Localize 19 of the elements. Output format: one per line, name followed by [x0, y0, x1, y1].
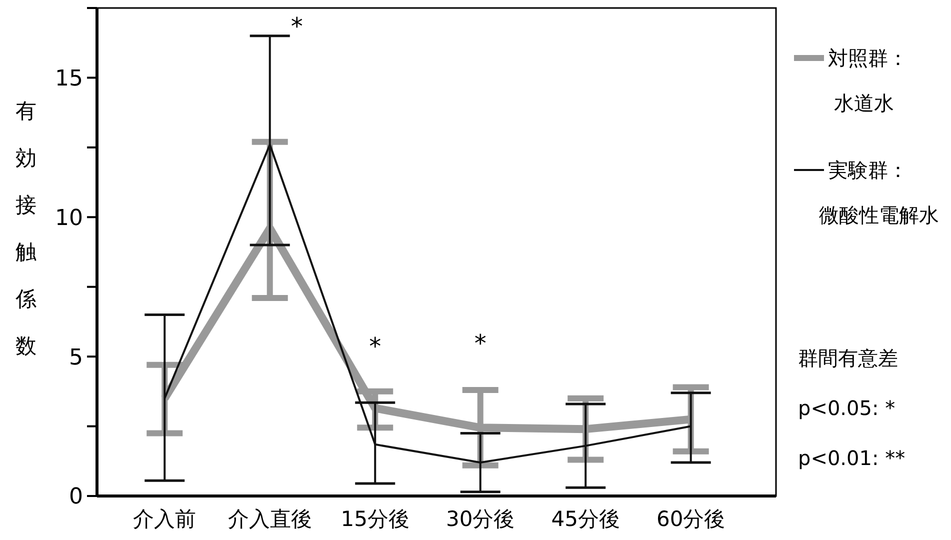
- text: p<0.05: *: [798, 396, 896, 420]
- legend-label: 実験群：微酸性電解水: [819, 158, 939, 227]
- y-tick-label: 5: [69, 345, 83, 370]
- x-tick-label: 介入前: [133, 507, 196, 531]
- y-tick-label: 0: [69, 484, 83, 510]
- x-tick-label: 60分後: [656, 507, 726, 531]
- annotation: *: [369, 332, 382, 360]
- x-tick-label: 介入直後: [228, 507, 312, 531]
- x-tick-label: 30分後: [446, 507, 515, 531]
- y-tick-label: 10: [55, 206, 83, 231]
- text: 群間有意差: [798, 346, 898, 370]
- x-tick-label: 45分後: [551, 507, 620, 531]
- y-tick-label: 15: [55, 66, 83, 92]
- y-axis-title: 有効接触係数: [14, 99, 36, 358]
- x-tick-label: 15分後: [340, 507, 410, 531]
- legend-label: 対照群：水道水: [828, 46, 908, 115]
- annotation: *: [474, 329, 486, 358]
- text: p<0.01: **: [798, 446, 906, 470]
- annotation: *: [290, 12, 303, 40]
